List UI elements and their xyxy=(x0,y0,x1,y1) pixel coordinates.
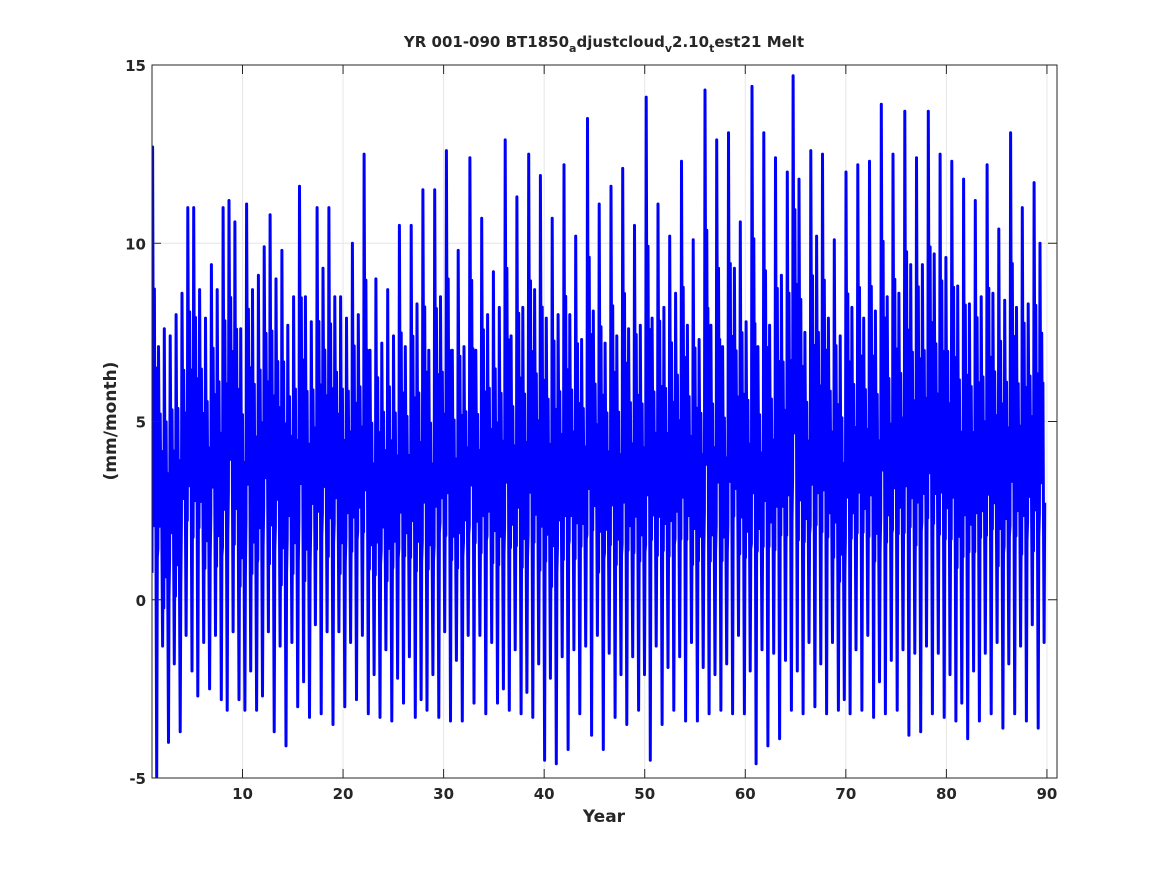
y-axis-label: (mm/month) xyxy=(101,362,121,481)
x-axis-label: Year xyxy=(582,807,626,827)
title-part-1: a xyxy=(569,42,576,55)
title-part-3: v xyxy=(665,42,673,55)
x-tick-label-70: 70 xyxy=(835,785,856,803)
x-tick-label-90: 90 xyxy=(1037,785,1058,803)
y-tick-label-15: 15 xyxy=(125,57,146,75)
y-tick-label-10: 10 xyxy=(125,235,146,253)
x-tick-label-10: 10 xyxy=(232,785,253,803)
y-tick-label-0: 0 xyxy=(136,592,146,610)
x-tick-label-30: 30 xyxy=(433,785,454,803)
chart-title: YR 001-090 BT1850adjustcloudv2.10test21 … xyxy=(403,33,804,55)
series-line-0 xyxy=(152,74,1047,778)
title-part-4: 2.10 xyxy=(672,33,709,51)
x-tick-label-60: 60 xyxy=(735,785,756,803)
title-part-5: t xyxy=(709,42,714,55)
x-tick-label-20: 20 xyxy=(333,785,354,803)
x-tick-label-50: 50 xyxy=(634,785,655,803)
axis-ticks: 10 20 30 40 50 60 70 80 90 -5 0 5 10 15 xyxy=(125,57,1057,803)
y-tick-label-5: 5 xyxy=(136,414,146,432)
title-part-6: est21 Melt xyxy=(714,33,804,51)
x-tick-label-40: 40 xyxy=(534,785,555,803)
x-tick-label-80: 80 xyxy=(936,785,957,803)
y-tick-label--5: -5 xyxy=(129,770,146,788)
series-layer xyxy=(152,74,1047,778)
title-part-2: djustcloud xyxy=(576,33,664,51)
title-part-0: YR 001-090 BT1850 xyxy=(403,33,569,51)
